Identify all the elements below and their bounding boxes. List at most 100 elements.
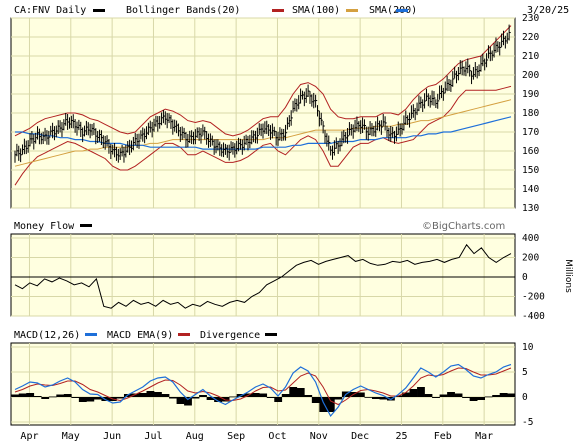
x-tick-label-10: Feb — [434, 431, 452, 442]
x-tick-label-9: 25 — [395, 431, 407, 442]
divergence-bar-25 — [199, 395, 207, 397]
divergence-bar-21 — [169, 397, 177, 399]
divergence-bar-22 — [176, 397, 185, 404]
y-tick-label-2: 0 — [522, 272, 528, 283]
divergence-bar-34 — [266, 397, 275, 398]
moneyflow-y-tick-labels: -400 -200 0 200 400 — [522, 233, 545, 322]
x-tick-label-8: Dec — [351, 431, 369, 442]
macd-legend-macd: MACD(12,26) — [14, 330, 80, 341]
y-tick-label-0: -400 — [522, 311, 545, 322]
divergence-bar-7 — [63, 394, 72, 397]
y-tick-label-1: 0 — [522, 392, 528, 403]
y-tick-label-0: -5 — [522, 417, 533, 428]
divergence-bar-18 — [146, 391, 155, 397]
divergence-bar-61 — [469, 397, 478, 401]
y-tick-label-4: 400 — [522, 233, 539, 244]
divergence-bar-14 — [116, 397, 125, 399]
divergence-bar-66 — [507, 393, 516, 397]
divergence-bar-2 — [26, 393, 35, 397]
macd-legend-divergence-swatch — [265, 333, 277, 336]
divergence-bar-58 — [447, 392, 455, 397]
divergence-bar-42 — [326, 397, 335, 412]
y-tick-label-3: 200 — [522, 253, 539, 264]
x-tick-label-7: Nov — [310, 431, 328, 442]
macd-legend-macd-swatch — [85, 333, 97, 336]
y-tick-label-5: 180 — [522, 108, 539, 119]
y-tick-label-10: 230 — [522, 13, 539, 24]
price-legend-ticker: CA:FNV Daily — [14, 5, 86, 16]
macd-legend-ema-swatch — [178, 333, 190, 336]
x-tick-label-11: Mar — [475, 431, 493, 442]
macd-line — [14, 363, 512, 418]
divergence-bar-54 — [417, 387, 425, 397]
divergence-bar-38 — [296, 388, 305, 397]
x-tick-label-2: Jun — [103, 431, 121, 442]
divergence-bar-48 — [371, 397, 380, 399]
sma100-line — [14, 99, 512, 167]
divergence-bar-0 — [11, 394, 20, 397]
price-legend-sma100-swatch — [346, 9, 358, 12]
divergence-bar-60 — [462, 397, 470, 398]
divergence-bar-39 — [304, 395, 313, 397]
divergence-bar-16 — [131, 393, 140, 397]
divergence-bar-24 — [191, 397, 200, 399]
macd-legend-divergence: Divergence — [200, 330, 260, 341]
divergence-bar-23 — [184, 397, 192, 406]
moneyflow-legend: Money Flow — [14, 221, 75, 232]
divergence-bar-17 — [139, 393, 147, 397]
y-tick-label-1: -200 — [522, 292, 545, 303]
divergence-bar-52 — [402, 392, 410, 397]
price-legend-bollinger: Bollinger Bands(20) — [126, 5, 240, 16]
divergence-bar-46 — [356, 392, 365, 397]
bigcharts-watermark: ©BigCharts.com — [422, 221, 505, 232]
y-tick-label-4: 170 — [522, 127, 539, 138]
divergence-bar-62 — [477, 397, 485, 400]
bollinger-lower-band — [14, 85, 512, 186]
y-tick-label-3: 10 — [522, 342, 534, 353]
divergence-bar-1 — [18, 393, 27, 397]
macd-legend-ema: MACD EMA(9) — [107, 330, 173, 341]
y-tick-label-1: 140 — [522, 184, 539, 195]
x-axis-month-labels: Apr May Jun Jul Aug Sep Oct Nov Dec 25 Feb Mar — [20, 431, 493, 442]
price-ohlc-bars — [14, 24, 511, 163]
divergence-bar-10 — [86, 397, 95, 402]
divergence-bar-28 — [221, 397, 230, 402]
divergence-bar-20 — [161, 394, 170, 397]
moneyflow-legend-swatch — [80, 224, 92, 227]
divergence-bar-59 — [454, 393, 463, 397]
divergence-bar-56 — [432, 397, 440, 398]
divergence-bar-32 — [251, 393, 260, 397]
y-tick-label-2: 5 — [522, 367, 528, 378]
divergence-bar-9 — [78, 397, 87, 402]
divergence-bar-57 — [439, 394, 448, 397]
y-tick-label-7: 200 — [522, 70, 539, 81]
x-tick-label-4: Aug — [186, 431, 204, 442]
divergence-bar-33 — [259, 393, 268, 397]
x-tick-label-0: Apr — [20, 431, 38, 442]
y-tick-label-8: 210 — [522, 51, 539, 62]
divergence-bar-29 — [229, 396, 237, 398]
divergence-bar-43 — [334, 397, 343, 400]
y-tick-label-9: 220 — [522, 32, 539, 43]
divergence-bar-11 — [93, 397, 102, 400]
y-tick-label-2: 150 — [522, 165, 539, 176]
divergence-bar-63 — [484, 396, 493, 398]
macd-ema-line — [14, 367, 512, 406]
divergence-bar-3 — [33, 396, 42, 397]
divergence-bar-49 — [379, 397, 388, 400]
price-legend-bollinger-swatch — [272, 9, 284, 12]
divergence-bar-36 — [281, 394, 290, 397]
price-date-label: 3/20/25 — [527, 5, 569, 16]
y-tick-label-3: 160 — [522, 146, 539, 157]
divergence-bar-4 — [41, 397, 50, 399]
divergence-bar-64 — [492, 395, 501, 397]
divergence-bar-5 — [48, 396, 57, 398]
price-y-tick-labels: 130 140 150 160 170 180 190 200 210 220 230 — [522, 13, 539, 214]
bollinger-upper-band — [14, 25, 512, 137]
divergence-bar-35 — [274, 397, 283, 402]
moneyflow-unit-label: Millions — [563, 259, 573, 293]
moneyflow-panel-background — [10, 233, 516, 317]
price-legend-sma100: SMA(100) — [292, 5, 340, 16]
divergence-bar-37 — [289, 387, 298, 397]
